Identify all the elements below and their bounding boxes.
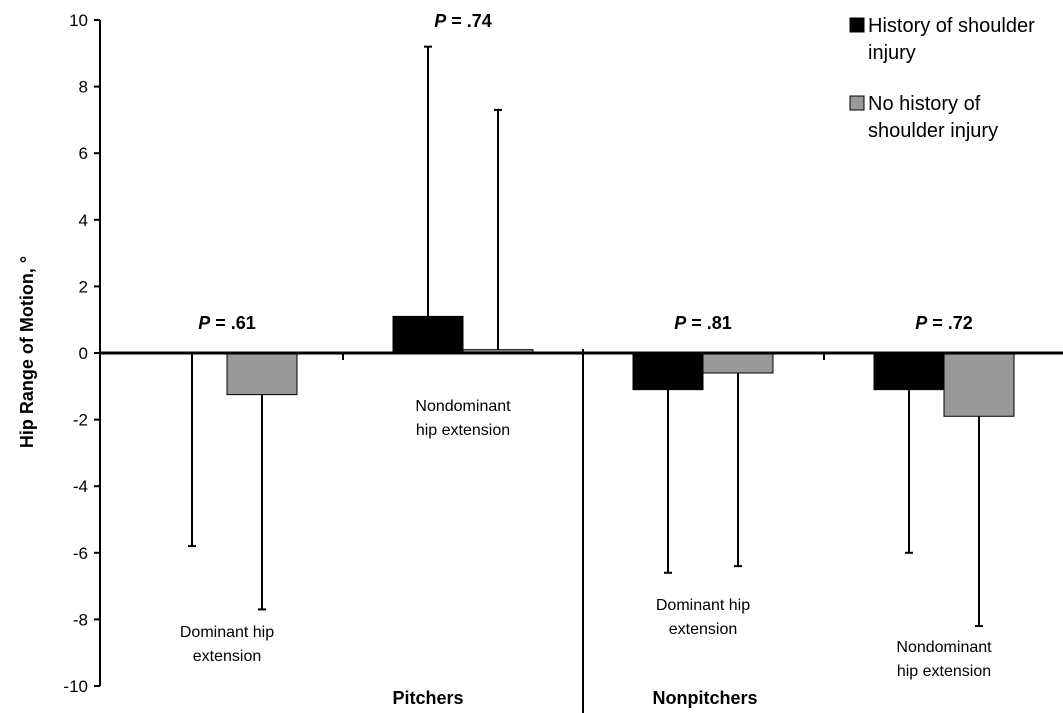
p-value-number: = .74 xyxy=(446,11,492,31)
category-label-line: Dominant hip xyxy=(656,597,750,614)
p-value-symbol: P xyxy=(915,313,928,333)
category-label-line: hip extension xyxy=(897,663,991,680)
category-label-line: Nondominant xyxy=(896,639,992,656)
category-label-line: extension xyxy=(669,621,738,638)
group-label: Nonpitchers xyxy=(652,688,757,708)
legend-swatch-history xyxy=(849,17,865,33)
p-value-number: = .61 xyxy=(210,313,256,333)
legend-label-history-line1: History of shoulder xyxy=(868,15,1035,37)
bar xyxy=(943,352,1015,417)
y-tick-label: -8 xyxy=(73,610,88,629)
y-tick-label: -4 xyxy=(73,477,88,496)
legend-label-no-history-line1: No history of xyxy=(868,93,981,115)
legend-swatch-no-history xyxy=(849,95,865,111)
group-label: Pitchers xyxy=(392,688,463,708)
y-tick-label: -10 xyxy=(63,677,88,696)
y-tick-label: 10 xyxy=(69,11,88,30)
p-value-label: P = .81 xyxy=(674,313,732,333)
p-value-label: P = .74 xyxy=(434,11,492,31)
p-value-number: = .81 xyxy=(686,313,732,333)
legend-label-history-line2: injury xyxy=(868,42,916,64)
category-labels-group: P = .61 Dominant hip extension P = .74 Nondo… xyxy=(180,11,992,708)
y-tick-label: 0 xyxy=(79,344,88,363)
p-value-symbol: P xyxy=(434,11,447,31)
y-tick-label: 4 xyxy=(79,211,88,230)
bar xyxy=(632,352,704,391)
y-axis-group: 10 8 6 4 2 0 -2 -4 -6 -8 -10 xyxy=(63,11,100,696)
category-label-line: hip extension xyxy=(416,422,510,439)
legend-label-no-history-line2: shoulder injury xyxy=(868,120,998,142)
bar xyxy=(226,352,298,396)
bar xyxy=(702,352,774,374)
category-label-line: Dominant hip xyxy=(180,624,274,641)
y-tick-label: 8 xyxy=(79,78,88,97)
y-tick-label: 6 xyxy=(79,144,88,163)
y-axis-label: Hip Range of Motion, ° xyxy=(17,256,37,448)
category-label-line: Nondominant xyxy=(415,398,511,415)
y-tick-label: -2 xyxy=(73,411,88,430)
p-value-label: P = .61 xyxy=(198,313,256,333)
y-tick-label: -6 xyxy=(73,544,88,563)
bar xyxy=(873,352,945,391)
legend: History of shoulder injury No history of… xyxy=(849,15,1035,142)
category-label-line: extension xyxy=(193,648,262,665)
p-value-number: = .72 xyxy=(927,313,973,333)
y-tick-label: 2 xyxy=(79,277,88,296)
p-value-symbol: P xyxy=(198,313,211,333)
p-value-label: P = .72 xyxy=(915,313,973,333)
axes-group xyxy=(99,20,1063,713)
p-value-symbol: P xyxy=(674,313,687,333)
bar xyxy=(392,315,464,354)
